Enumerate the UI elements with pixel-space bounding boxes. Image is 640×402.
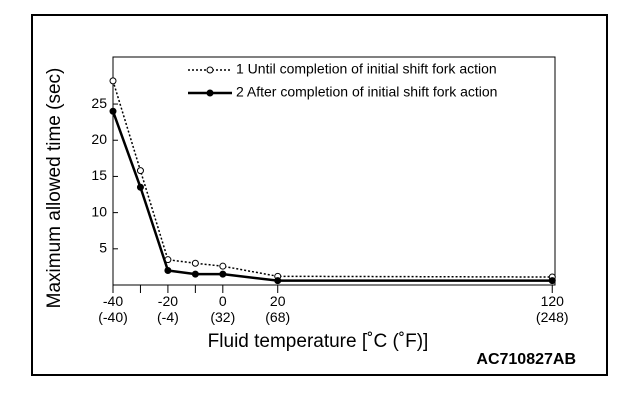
data-point — [274, 277, 282, 285]
plot-area — [112, 56, 556, 286]
data-point — [164, 267, 172, 275]
legend-label: 2 After completion of initial shift fork… — [236, 84, 497, 100]
figure-code: AC710827AB — [476, 351, 576, 368]
legend-marker — [206, 66, 214, 74]
x-axis-label: Fluid temperature [˚C (˚F)] — [208, 331, 429, 352]
data-point — [548, 277, 556, 285]
x-tick-label: -20 (-4) — [157, 293, 179, 325]
y-tick-label: 25 — [91, 95, 107, 111]
frame — [31, 14, 608, 376]
x-tick-label: 0 (32) — [210, 293, 236, 325]
series-line — [111, 110, 553, 282]
data-point — [109, 107, 117, 115]
x-tick-label: -40 (-40) — [98, 293, 128, 325]
y-tick-label: 20 — [91, 131, 107, 147]
data-point — [191, 259, 199, 267]
data-point — [109, 77, 117, 85]
data-point — [219, 270, 227, 278]
x-tick-label: 20 (68) — [265, 293, 291, 325]
y-axis-label: Maximum allowed time (sec) — [44, 68, 65, 309]
y-tick-label: 10 — [91, 203, 107, 219]
data-point — [136, 183, 144, 191]
data-point — [136, 167, 144, 175]
x-tick-label: 120 (248) — [535, 293, 569, 325]
series-line — [112, 80, 553, 278]
legend-label: 1 Until completion of initial shift fork… — [236, 61, 497, 77]
data-point — [191, 270, 199, 278]
data-point — [219, 262, 227, 270]
y-tick-label: 15 — [91, 167, 107, 183]
legend-marker — [206, 89, 214, 97]
y-tick-label: 5 — [99, 240, 107, 256]
